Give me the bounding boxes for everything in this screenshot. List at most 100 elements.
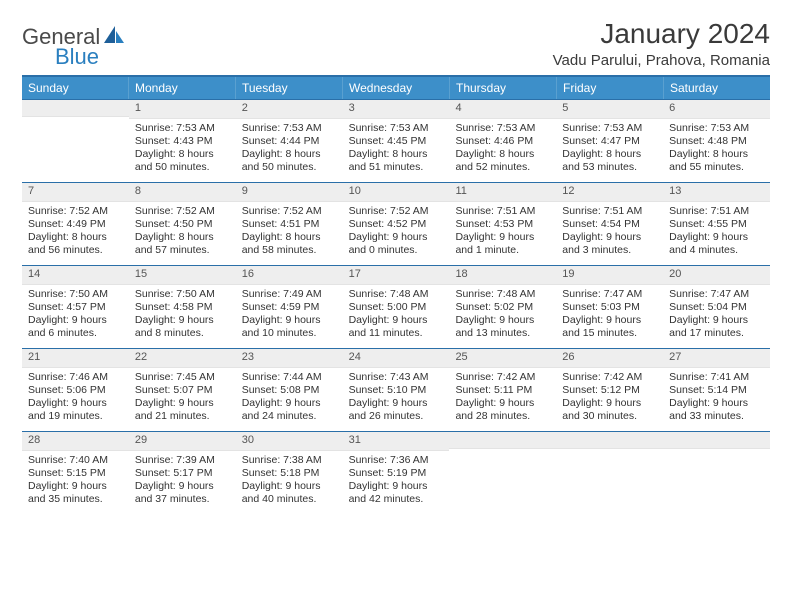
day-number: 25 [449, 349, 556, 368]
sunrise-text: Sunrise: 7:40 AM [28, 454, 123, 467]
sunset-text: Sunset: 4:52 PM [349, 218, 444, 231]
day-cell: 5Sunrise: 7:53 AMSunset: 4:47 PMDaylight… [556, 100, 663, 182]
day-number: 27 [663, 349, 770, 368]
sunrise-text: Sunrise: 7:48 AM [349, 288, 444, 301]
day-body [22, 117, 129, 126]
sunset-text: Sunset: 5:11 PM [455, 384, 550, 397]
month-title: January 2024 [553, 18, 770, 50]
daylight-text: Daylight: 9 hours and 0 minutes. [349, 231, 444, 257]
sunset-text: Sunset: 5:15 PM [28, 467, 123, 480]
week-row: 21Sunrise: 7:46 AMSunset: 5:06 PMDayligh… [22, 348, 770, 431]
day-cell: 14Sunrise: 7:50 AMSunset: 4:57 PMDayligh… [22, 266, 129, 348]
sunrise-text: Sunrise: 7:53 AM [242, 122, 337, 135]
sunrise-text: Sunrise: 7:47 AM [562, 288, 657, 301]
day-body: Sunrise: 7:53 AMSunset: 4:46 PMDaylight:… [449, 119, 556, 181]
day-body: Sunrise: 7:52 AMSunset: 4:51 PMDaylight:… [236, 202, 343, 264]
day-cell: 10Sunrise: 7:52 AMSunset: 4:52 PMDayligh… [343, 183, 450, 265]
daylight-text: Daylight: 9 hours and 28 minutes. [455, 397, 550, 423]
sunset-text: Sunset: 4:57 PM [28, 301, 123, 314]
day-body: Sunrise: 7:41 AMSunset: 5:14 PMDaylight:… [663, 368, 770, 430]
weeks-container: 1Sunrise: 7:53 AMSunset: 4:43 PMDaylight… [22, 99, 770, 514]
sunset-text: Sunset: 4:48 PM [669, 135, 764, 148]
sunset-text: Sunset: 4:53 PM [455, 218, 550, 231]
day-number: 15 [129, 266, 236, 285]
sunrise-text: Sunrise: 7:45 AM [135, 371, 230, 384]
day-number: 20 [663, 266, 770, 285]
day-body: Sunrise: 7:53 AMSunset: 4:45 PMDaylight:… [343, 119, 450, 181]
sunset-text: Sunset: 4:59 PM [242, 301, 337, 314]
day-body: Sunrise: 7:38 AMSunset: 5:18 PMDaylight:… [236, 451, 343, 513]
sunrise-text: Sunrise: 7:53 AM [562, 122, 657, 135]
sunset-text: Sunset: 5:18 PM [242, 467, 337, 480]
daylight-text: Daylight: 9 hours and 26 minutes. [349, 397, 444, 423]
daylight-text: Daylight: 9 hours and 19 minutes. [28, 397, 123, 423]
week-row: 28Sunrise: 7:40 AMSunset: 5:15 PMDayligh… [22, 431, 770, 514]
daylight-text: Daylight: 8 hours and 51 minutes. [349, 148, 444, 174]
day-cell: 31Sunrise: 7:36 AMSunset: 5:19 PMDayligh… [343, 432, 450, 514]
daylight-text: Daylight: 9 hours and 13 minutes. [455, 314, 550, 340]
day-cell: 9Sunrise: 7:52 AMSunset: 4:51 PMDaylight… [236, 183, 343, 265]
sunset-text: Sunset: 4:51 PM [242, 218, 337, 231]
daylight-text: Daylight: 8 hours and 50 minutes. [242, 148, 337, 174]
weekday-header: Wednesday [343, 77, 450, 99]
sunset-text: Sunset: 4:49 PM [28, 218, 123, 231]
day-cell: 21 Sunrise: 7:46 AMSunset: 5:06 PMDayligh… [22, 349, 129, 431]
day-number: 21 [22, 349, 129, 368]
sunrise-text: Sunrise: 7:48 AM [455, 288, 550, 301]
day-number: 30 [236, 432, 343, 451]
daylight-text: Daylight: 8 hours and 53 minutes. [562, 148, 657, 174]
day-cell: 12Sunrise: 7:51 AMSunset: 4:54 PMDayligh… [556, 183, 663, 265]
day-body: Sunrise: 7:42 AMSunset: 5:11 PMDaylight:… [449, 368, 556, 430]
day-cell: 7Sunrise: 7:52 AMSunset: 4:49 PMDaylight… [22, 183, 129, 265]
sunset-text: Sunset: 5:03 PM [562, 301, 657, 314]
daylight-text: Daylight: 9 hours and 37 minutes. [135, 480, 230, 506]
day-number: 12 [556, 183, 663, 202]
daylight-text: Daylight: 8 hours and 50 minutes. [135, 148, 230, 174]
sunset-text: Sunset: 5:14 PM [669, 384, 764, 397]
day-body: Sunrise: 7:53 AMSunset: 4:47 PMDaylight:… [556, 119, 663, 181]
daylight-text: Daylight: 9 hours and 40 minutes. [242, 480, 337, 506]
sunset-text: Sunset: 5:06 PM [28, 384, 123, 397]
day-body: Sunrise: 7:51 AMSunset: 4:55 PMDaylight:… [663, 202, 770, 264]
day-body [556, 449, 663, 458]
day-number: 4 [449, 100, 556, 119]
daylight-text: Daylight: 8 hours and 58 minutes. [242, 231, 337, 257]
sunrise-text: Sunrise: 7:36 AM [349, 454, 444, 467]
title-block: January 2024 Vadu Parului, Prahova, Roma… [553, 18, 770, 69]
brand-text-blue: Blue [55, 44, 99, 70]
sunrise-text: Sunrise: 7:52 AM [28, 205, 123, 218]
location-text: Vadu Parului, Prahova, Romania [553, 52, 770, 69]
sunset-text: Sunset: 5:19 PM [349, 467, 444, 480]
weekday-header-row: Sunday Monday Tuesday Wednesday Thursday… [22, 77, 770, 99]
sunrise-text: Sunrise: 7:46 AM [28, 371, 123, 384]
day-number [449, 432, 556, 449]
day-cell: 27Sunrise: 7:41 AMSunset: 5:14 PMDayligh… [663, 349, 770, 431]
weekday-header: Thursday [450, 77, 557, 99]
day-number: 6 [663, 100, 770, 119]
day-body: Sunrise: 7:44 AMSunset: 5:08 PMDaylight:… [236, 368, 343, 430]
day-number: 18 [449, 266, 556, 285]
sunset-text: Sunset: 5:00 PM [349, 301, 444, 314]
sunrise-text: Sunrise: 7:53 AM [135, 122, 230, 135]
sunset-text: Sunset: 4:45 PM [349, 135, 444, 148]
sunrise-text: Sunrise: 7:53 AM [349, 122, 444, 135]
day-body: Sunrise: 7:42 AMSunset: 5:12 PMDaylight:… [556, 368, 663, 430]
day-cell [556, 432, 663, 514]
daylight-text: Daylight: 9 hours and 8 minutes. [135, 314, 230, 340]
week-row: 1Sunrise: 7:53 AMSunset: 4:43 PMDaylight… [22, 99, 770, 182]
sunrise-text: Sunrise: 7:44 AM [242, 371, 337, 384]
sunrise-text: Sunrise: 7:52 AM [349, 205, 444, 218]
sunrise-text: Sunrise: 7:51 AM [669, 205, 764, 218]
sunset-text: Sunset: 5:10 PM [349, 384, 444, 397]
day-cell: 13Sunrise: 7:51 AMSunset: 4:55 PMDayligh… [663, 183, 770, 265]
day-number: 13 [663, 183, 770, 202]
day-body: Sunrise: 7:40 AMSunset: 5:15 PMDaylight:… [22, 451, 129, 513]
sunrise-text: Sunrise: 7:52 AM [242, 205, 337, 218]
day-number: 7 [22, 183, 129, 202]
daylight-text: Daylight: 9 hours and 21 minutes. [135, 397, 230, 423]
daylight-text: Daylight: 8 hours and 57 minutes. [135, 231, 230, 257]
daylight-text: Daylight: 9 hours and 10 minutes. [242, 314, 337, 340]
daylight-text: Daylight: 9 hours and 4 minutes. [669, 231, 764, 257]
day-cell [663, 432, 770, 514]
sunrise-text: Sunrise: 7:39 AM [135, 454, 230, 467]
